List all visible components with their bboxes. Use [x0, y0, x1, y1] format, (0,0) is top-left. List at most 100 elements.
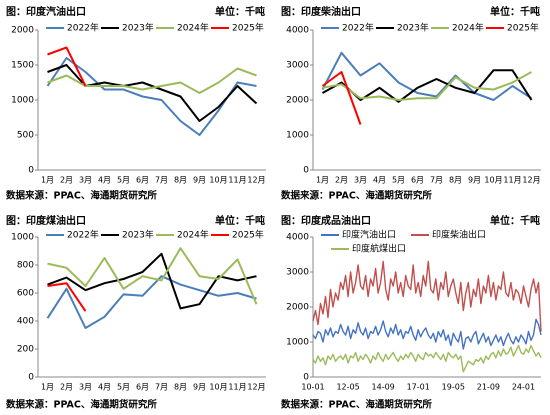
y-tick-label: 500	[17, 131, 34, 141]
chart-title: 图：印度成品油出口	[281, 214, 371, 227]
source: 数据来源：PPAC、海通期货研究所	[5, 399, 157, 411]
y-tick-label: 1000	[11, 233, 34, 243]
x-tick-label: 19-05	[442, 383, 465, 392]
series-line	[47, 282, 87, 312]
legend-label: 2022年	[67, 22, 99, 34]
legend-label: 2025年	[507, 22, 539, 34]
legend-label: 2022年	[342, 22, 374, 34]
x-tick-label: 6月	[411, 176, 424, 185]
legend-label: 2025年	[232, 229, 264, 241]
x-tick-label: 8月	[449, 176, 462, 185]
series-line	[47, 46, 87, 87]
series-line	[312, 344, 542, 373]
x-tick-label: 14-09	[372, 383, 395, 392]
unit: 单位：千吨	[490, 5, 540, 18]
x-tick-label: 12月	[247, 176, 265, 185]
panel: 图：印度柴油出口 单位：千吨 数据来源：PPAC、海通期货研究所 0 1000 20…	[280, 5, 541, 202]
x-tick-label: 7月	[430, 176, 443, 185]
series-line	[46, 57, 257, 136]
x-tick-label: 8月	[174, 383, 187, 392]
x-tick-label: 11月	[503, 176, 521, 185]
series-line	[312, 260, 542, 332]
series-line	[47, 247, 258, 305]
x-tick-label: 9月	[193, 383, 206, 392]
x-tick-label: 11月	[228, 176, 246, 185]
x-tick-label: 5月	[117, 176, 130, 185]
y-tick-label: 4000	[286, 233, 309, 243]
y-tick-label: 1500	[11, 61, 34, 71]
x-tick-label: 21-09	[477, 383, 500, 392]
x-tick-label: 1月	[41, 176, 54, 185]
y-tick-label: 2000	[286, 96, 309, 106]
y-tick-label: 0	[303, 166, 309, 176]
series-line	[312, 318, 542, 350]
source: 数据来源：PPAC、海通期货研究所	[5, 190, 157, 202]
x-tick-label: 12月	[522, 176, 540, 185]
y-tick-label: 600	[17, 289, 34, 299]
legend-label: 印度航煤出口	[352, 243, 406, 255]
x-tick-label: 11月	[228, 383, 246, 392]
y-tick-label: 3000	[286, 61, 309, 71]
x-tick-label: 24-01	[512, 383, 535, 392]
x-tick-label: 3月	[79, 176, 92, 185]
x-tick-label: 3月	[79, 383, 92, 392]
source: 数据来源：PPAC、海通期货研究所	[280, 190, 432, 202]
y-tick-label: 3000	[286, 268, 309, 278]
y-tick-label: 4000	[286, 26, 309, 36]
chart-title: 图：印度汽油出口	[6, 5, 86, 18]
legend-label: 2024年	[177, 229, 209, 241]
x-tick-label: 10-01	[301, 383, 324, 392]
x-tick-label: 9月	[193, 176, 206, 185]
unit: 单位：千吨	[490, 214, 540, 227]
chart-title: 图：印度柴油出口	[281, 5, 361, 18]
y-tick-label: 0	[28, 166, 34, 176]
x-tick-label: 4月	[373, 176, 386, 185]
unit: 单位：千吨	[215, 5, 265, 18]
x-tick-label: 2月	[60, 176, 73, 185]
unit: 单位：千吨	[215, 214, 265, 227]
legend-label: 2023年	[122, 229, 154, 241]
x-tick-label: 1月	[41, 383, 54, 392]
series-line	[46, 275, 257, 329]
legend-label: 2025年	[232, 22, 264, 34]
legend-label: 印度柴油出口	[432, 229, 486, 241]
panel: 图：印度煤油出口 单位：千吨 数据来源：PPAC、海通期货研究所 0 200 400…	[5, 214, 266, 411]
x-tick-label: 10月	[209, 176, 227, 185]
y-tick-label: 1000	[286, 131, 309, 141]
source: 数据来源：PPAC、海通期货研究所	[280, 399, 432, 411]
y-tick-label: 0	[28, 373, 34, 383]
x-tick-label: 10月	[209, 383, 227, 392]
y-tick-label: 800	[17, 261, 34, 271]
series-line	[321, 71, 362, 125]
x-tick-label: 1月	[316, 176, 329, 185]
legend-label: 2022年	[67, 229, 99, 241]
y-tick-label: 2000	[286, 303, 309, 313]
y-tick-label: 1000	[286, 338, 309, 348]
series-line	[47, 64, 258, 122]
chart-title: 图：印度煤油出口	[6, 214, 86, 227]
x-tick-label: 8月	[174, 176, 187, 185]
x-tick-label: 6月	[136, 176, 149, 185]
x-tick-label: 7月	[155, 383, 168, 392]
x-tick-label: 5月	[392, 176, 405, 185]
x-tick-label: 6月	[136, 383, 149, 392]
x-tick-label: 9月	[468, 176, 481, 185]
x-tick-label: 12-05	[336, 383, 359, 392]
panel: 图：印度汽油出口 单位：千吨 数据来源：PPAC、海通期货研究所 0 500 100…	[5, 5, 266, 202]
series-line	[321, 51, 533, 101]
legend-label: 2024年	[452, 22, 484, 34]
x-tick-label: 2月	[60, 383, 73, 392]
y-tick-label: 200	[17, 345, 34, 355]
series-line	[47, 67, 257, 94]
x-tick-label: 3月	[354, 176, 367, 185]
y-tick-label: 400	[17, 317, 34, 327]
legend-label: 印度汽油出口	[342, 229, 396, 241]
x-tick-label: 5月	[117, 383, 130, 392]
x-tick-label: 4月	[98, 176, 111, 185]
x-tick-label: 12月	[247, 383, 265, 392]
legend-label: 2024年	[177, 22, 209, 34]
series-line	[322, 71, 532, 101]
panel: 图：印度成品油出口 单位：千吨 数据来源：PPAC、海通期货研究所 0 1000 2…	[280, 214, 542, 411]
x-tick-label: 17-01	[407, 383, 430, 392]
